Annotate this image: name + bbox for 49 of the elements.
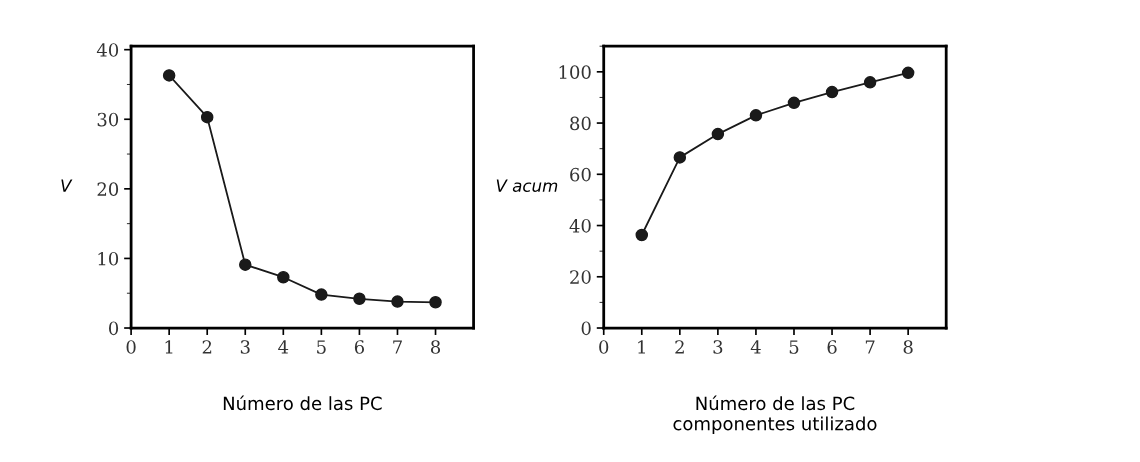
point (239, 258, 252, 271)
x-tick-label: 1 (165, 340, 173, 354)
y-tick-label: 0 (581, 321, 591, 336)
y-tick-label: 20 (97, 182, 119, 196)
point (200, 110, 214, 124)
point (162, 69, 176, 82)
y-tick-label: 100 (559, 65, 591, 79)
point (863, 76, 877, 89)
y-tick-label: 20 (570, 270, 591, 284)
y-tick-label: 30 (97, 112, 119, 127)
point (825, 85, 839, 99)
x-tick-label: 0 (599, 340, 609, 354)
x-tick-label: 3 (713, 340, 723, 354)
x-tick-label: 7 (865, 340, 875, 354)
point (315, 288, 328, 301)
x-tick-label: 2 (202, 340, 212, 354)
x-tick-label: 4 (750, 340, 761, 354)
x-tick-label: 0 (126, 340, 136, 354)
point (429, 296, 442, 309)
y-tick-label: 40 (569, 219, 591, 233)
y-axis-title: V (61, 179, 73, 192)
x-tick-label: 8 (430, 340, 441, 354)
x-tick-label: 5 (789, 340, 799, 354)
x-tick-label: 1 (638, 340, 645, 354)
y-tick-label: 0 (109, 321, 119, 336)
point (711, 127, 725, 141)
x-tick-label: 4 (278, 340, 289, 354)
x-tick-label: 3 (240, 340, 250, 354)
point (749, 109, 763, 122)
x-tick-label: 8 (903, 340, 913, 354)
y-tick-label: 60 (570, 167, 591, 182)
point (673, 151, 687, 164)
y-tick-label: 40 (96, 43, 119, 57)
x-tick-label: 5 (317, 340, 326, 354)
x-tick-label: 2 (675, 340, 684, 354)
point (391, 295, 404, 308)
point (353, 292, 366, 306)
point (901, 66, 915, 80)
y-tick-label: 80 (570, 116, 591, 131)
point (635, 228, 649, 242)
x-tick-label: 6 (354, 340, 365, 354)
point (277, 270, 290, 284)
x-axis-title: Número de las PC (223, 395, 382, 411)
y-tick-label: 10 (98, 251, 119, 266)
y-axis-title: V acum (496, 179, 558, 192)
point (787, 96, 801, 110)
x-tick-label: 7 (393, 340, 402, 354)
x-axis-title: Número de las PC componentes utilizado (673, 395, 877, 434)
x-tick-label: 6 (827, 340, 837, 354)
